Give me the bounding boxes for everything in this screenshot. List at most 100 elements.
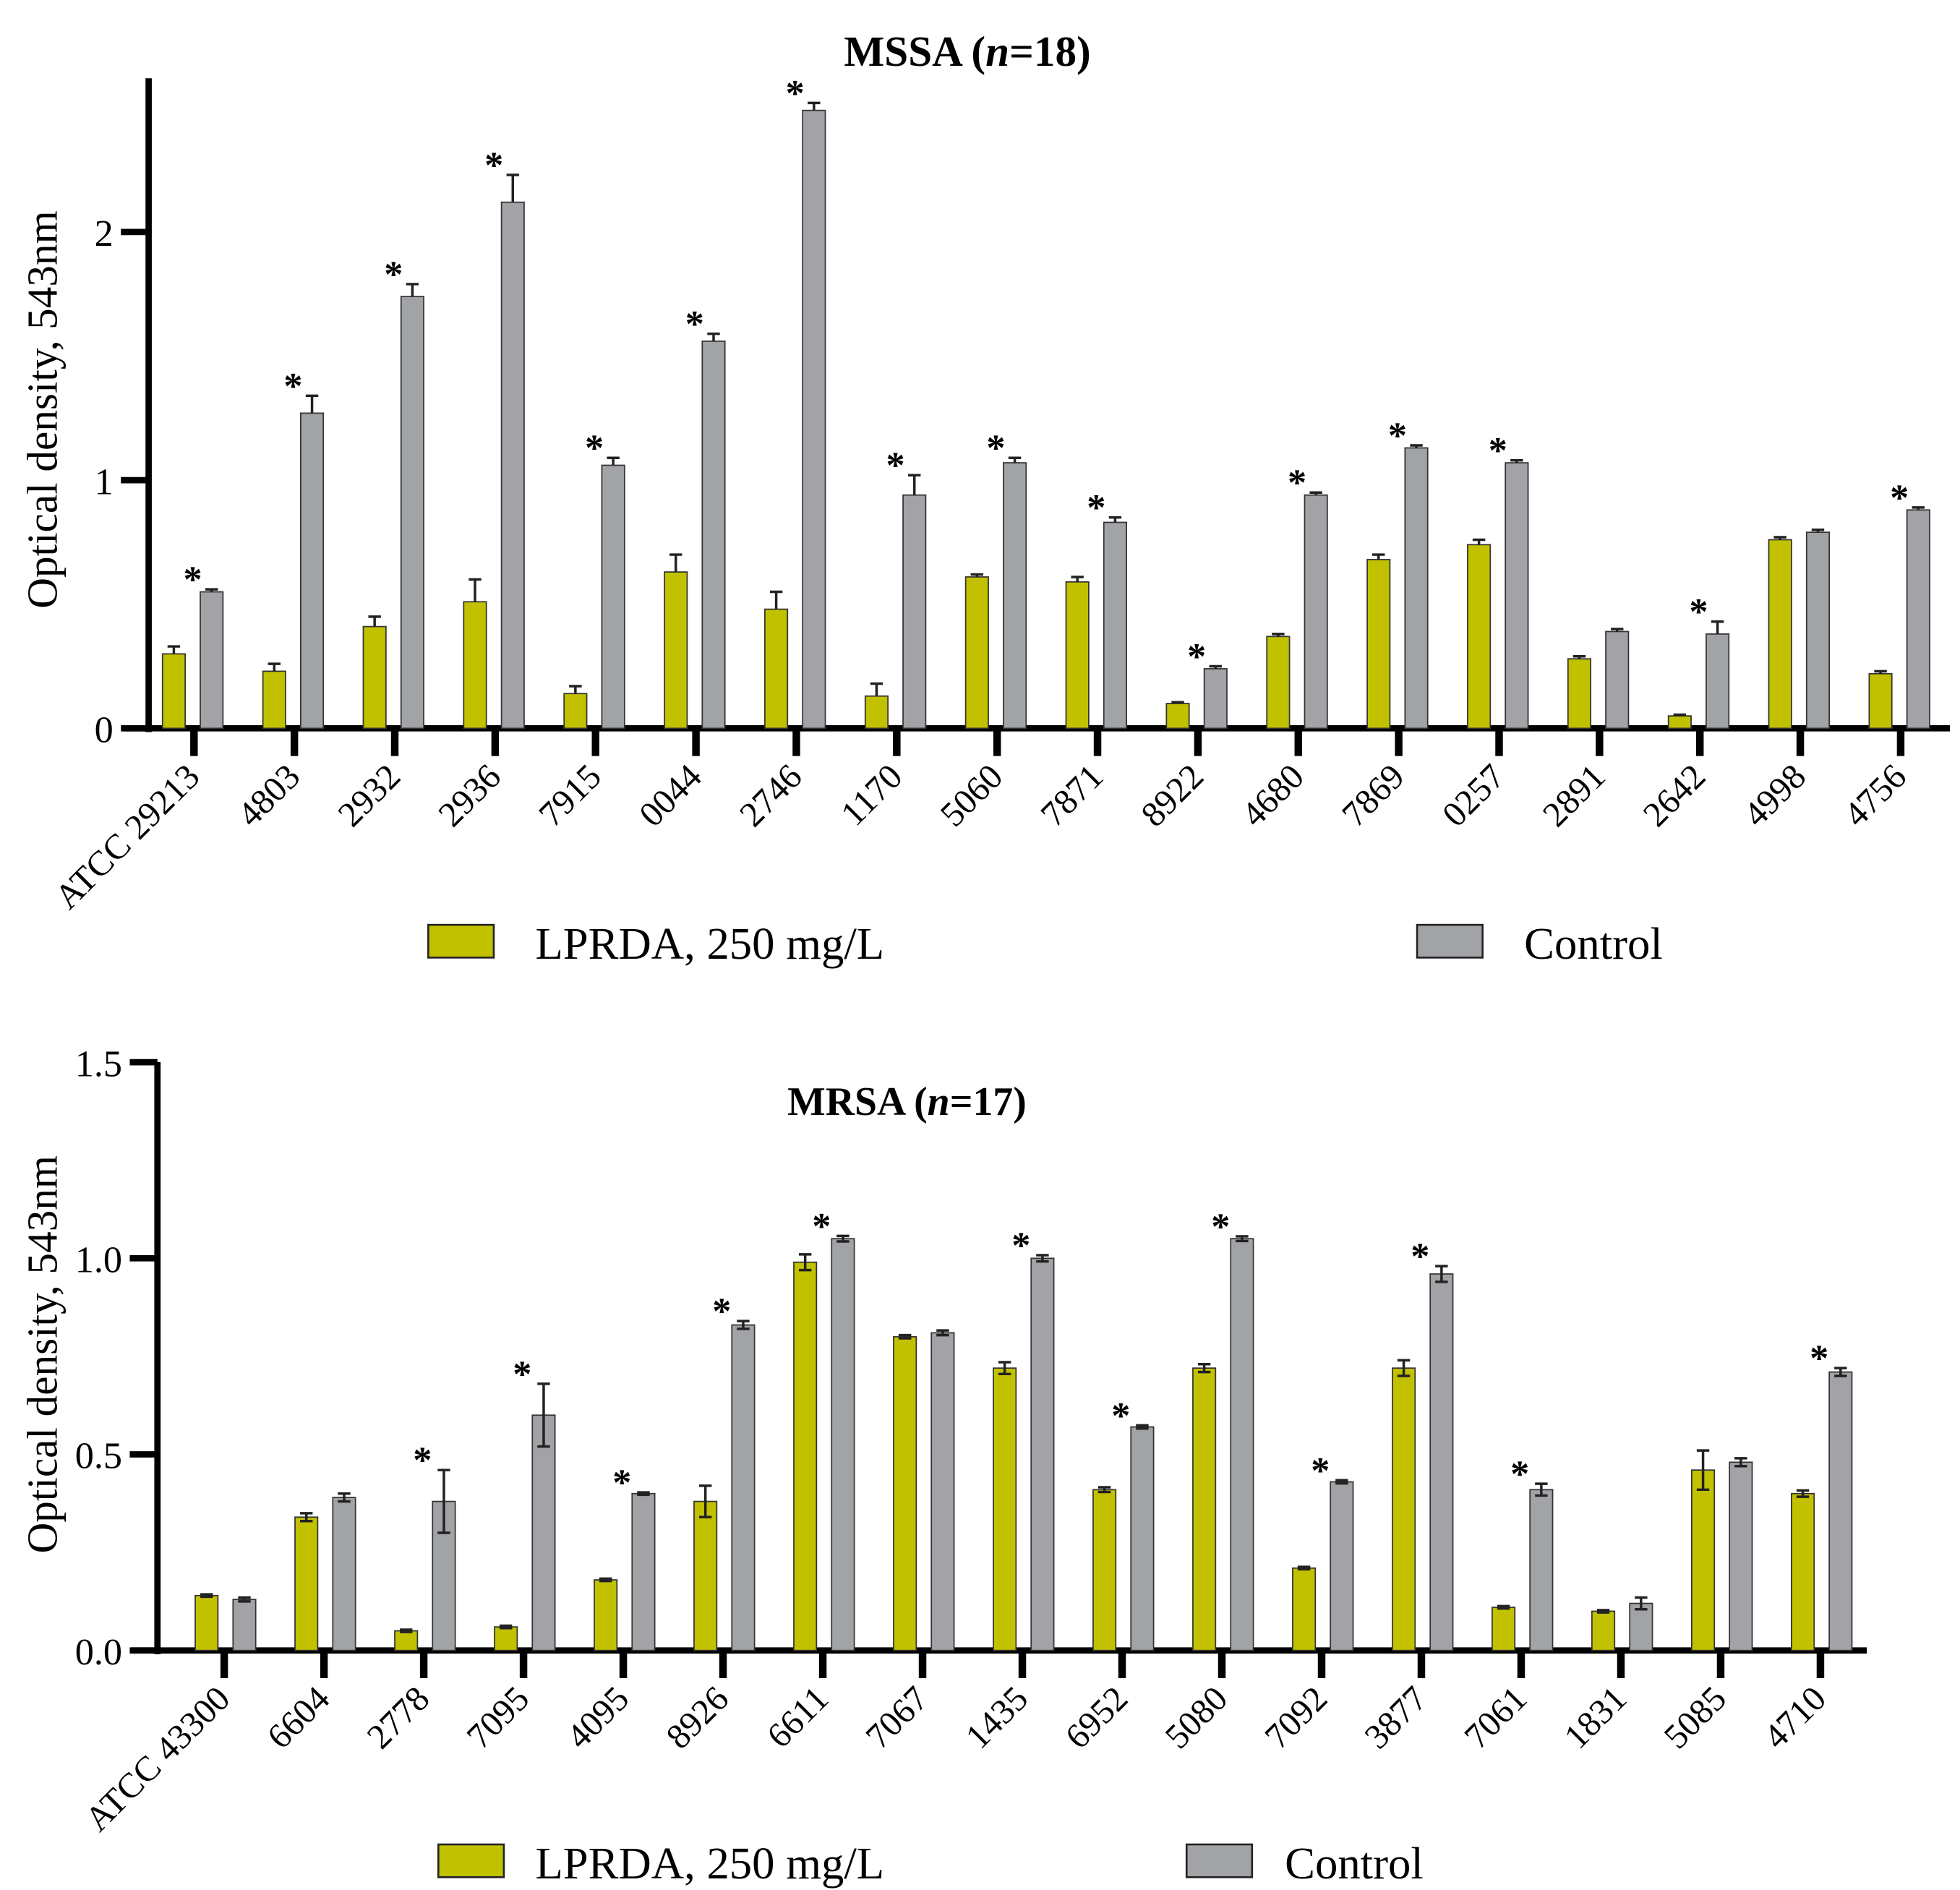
x-tick-label: 7092 (1257, 1679, 1335, 1756)
legend-swatch-control (1416, 923, 1484, 959)
chart-title-part: MRSA ( (787, 1079, 928, 1124)
x-tick-label: 1170 (834, 757, 910, 834)
bar-lprda (1065, 581, 1090, 730)
x-tick-label: 4803 (230, 757, 307, 834)
y-tick-label: 0.5 (75, 1435, 122, 1477)
significance-marker: * (184, 559, 202, 601)
x-tick-label: 7095 (459, 1679, 536, 1756)
bar-control (400, 296, 424, 730)
bar-control (1629, 1602, 1653, 1651)
bar-lprda (1366, 559, 1391, 730)
bar-control (500, 201, 525, 730)
bar-control (1103, 521, 1127, 730)
significance-marker: * (413, 1440, 432, 1481)
chart-title-part: =18) (1009, 27, 1091, 75)
bar-control (631, 1492, 656, 1651)
bar-control (1828, 1371, 1853, 1651)
bar-control (1729, 1461, 1753, 1651)
x-tick-label: 7915 (531, 757, 609, 834)
bar-lprda (893, 1335, 917, 1651)
significance-marker: * (1388, 415, 1407, 457)
mrsa-chart: MRSA (n=17) Optical density, 543nm 0.0 0.5 1… (18, 1043, 1867, 1889)
significance-marker: * (1890, 476, 1909, 518)
x-tick-label: 2746 (732, 757, 810, 834)
significance-marker: * (1411, 1236, 1429, 1278)
legend-swatch-lprda (427, 923, 495, 959)
bar-lprda (1691, 1469, 1716, 1651)
bar-lprda (1768, 539, 1792, 730)
bar-control (300, 412, 325, 730)
significance-marker: * (612, 1462, 631, 1504)
x-tick-label: 7871 (1033, 757, 1110, 834)
bar-lprda (262, 670, 286, 730)
x-tick-label: 2778 (359, 1679, 437, 1756)
bar-lprda (1292, 1567, 1317, 1651)
bar-control (1906, 509, 1930, 730)
bar-lprda (993, 1367, 1017, 1651)
bar-lprda (194, 1594, 219, 1651)
bar-lprda (563, 693, 588, 730)
bar-control (802, 109, 826, 730)
bar-lprda (693, 1500, 718, 1651)
significance-marker: * (685, 303, 704, 345)
significance-marker: * (986, 427, 1005, 469)
significance-marker: * (886, 445, 905, 487)
bar-control (1805, 531, 1831, 730)
x-tick-label: 4756 (1836, 757, 1914, 834)
bar-control (731, 1324, 756, 1651)
bar-lprda (1492, 1607, 1516, 1651)
y-axis-label: Optical density, 543nm (18, 210, 66, 608)
x-tick-label: 4095 (559, 1679, 636, 1756)
x-tick-label: 2642 (1635, 757, 1713, 834)
bar-control (930, 1332, 955, 1651)
bar-lprda (1192, 1367, 1217, 1651)
bar-control (200, 591, 224, 730)
x-tick-label: 6604 (260, 1679, 337, 1756)
x-tick-label: 2936 (431, 757, 508, 834)
x-tick-label: 7067 (858, 1679, 936, 1756)
bar-lprda (394, 1630, 419, 1651)
significance-marker: * (1011, 1224, 1030, 1266)
bar-lprda (1092, 1489, 1117, 1651)
legend-label-control: Control (1524, 918, 1663, 969)
significance-marker: * (1510, 1453, 1529, 1495)
significance-marker: * (1187, 636, 1206, 677)
x-tick-label: 6611 (759, 1679, 836, 1756)
bar-control (1529, 1489, 1554, 1651)
significance-marker: * (1311, 1450, 1330, 1492)
x-tick-label: ATCC 43300 (77, 1679, 237, 1839)
y-axis-label: Optical density, 543nm (18, 1155, 66, 1553)
x-tick-label: 1435 (958, 1679, 1035, 1756)
bar-lprda (594, 1579, 618, 1651)
bar-lprda (1567, 658, 1592, 730)
legend-label-lprda: LPRDA, 250 mg/L (535, 918, 884, 969)
bar-control (831, 1238, 855, 1651)
significance-marker: * (1810, 1338, 1828, 1380)
x-tick-label: 2891 (1535, 757, 1612, 834)
bar-control (1230, 1238, 1254, 1651)
significance-marker: * (1111, 1395, 1130, 1437)
bar-lprda (1392, 1367, 1416, 1651)
bar-control (1203, 668, 1228, 730)
legend-label-lprda: LPRDA, 250 mg/L (535, 1838, 884, 1889)
x-tick-label: 8926 (659, 1679, 736, 1756)
bar-lprda (1667, 715, 1692, 730)
bar-control (1429, 1273, 1454, 1651)
significance-marker: * (812, 1205, 831, 1247)
x-tick-label: 1831 (1557, 1679, 1634, 1756)
y-tick-label: 0 (95, 709, 114, 751)
y-tick-label: 1.5 (75, 1043, 122, 1085)
bar-control (701, 341, 726, 730)
x-tick-label: 4998 (1736, 757, 1813, 834)
bar-control (1130, 1426, 1155, 1651)
y-tick-label: 1.0 (75, 1239, 122, 1280)
bar-lprda (463, 601, 487, 730)
significance-marker: * (283, 365, 302, 407)
bar-control (1304, 494, 1328, 730)
x-tick-label: 5085 (1656, 1679, 1734, 1756)
bar-lprda (864, 695, 889, 730)
significance-marker: * (786, 72, 805, 114)
bar-control (1030, 1257, 1055, 1651)
x-tick-label: 4680 (1234, 757, 1311, 834)
significance-marker: * (712, 1291, 731, 1333)
